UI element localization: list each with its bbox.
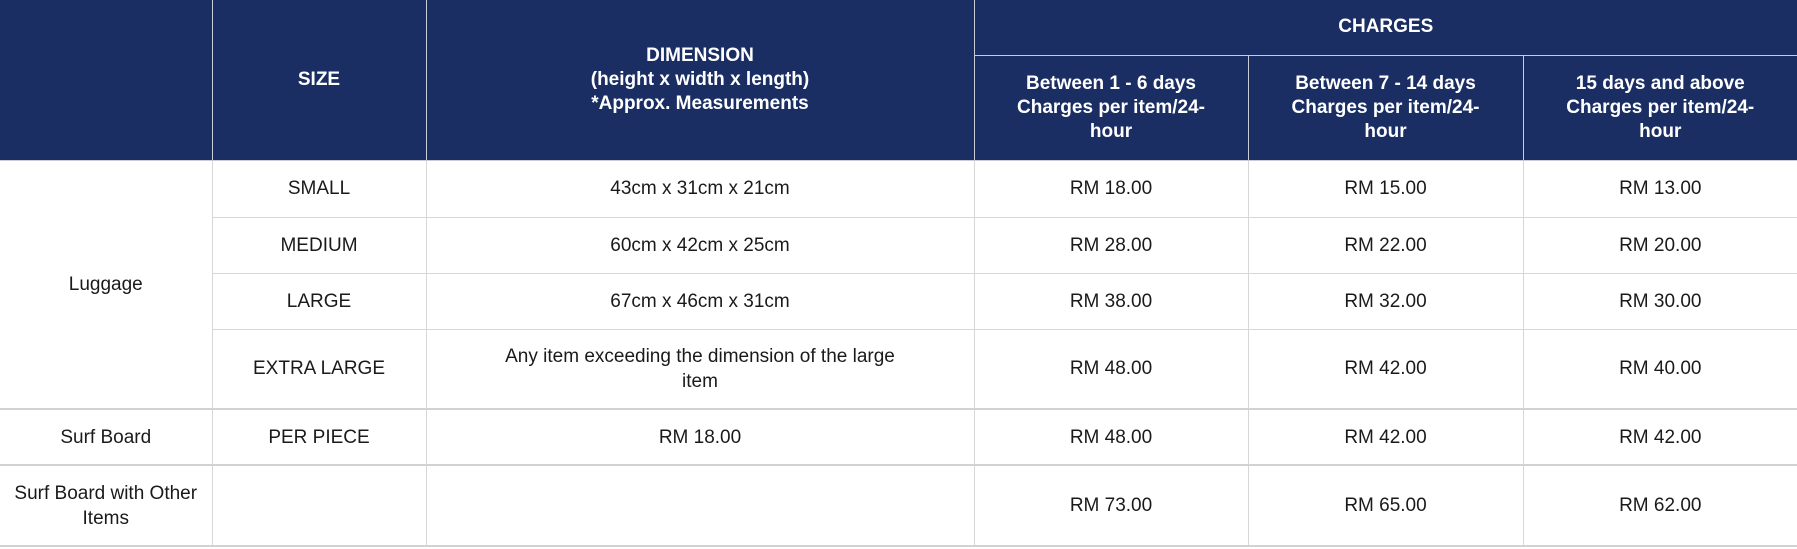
- charge-cell: RM 48.00: [973, 328, 1249, 410]
- size-cell: LARGE: [212, 272, 427, 330]
- charge-cell: RM 38.00: [973, 272, 1249, 330]
- charge-cell: RM 32.00: [1247, 272, 1524, 330]
- charge-cell: RM 30.00: [1522, 272, 1797, 330]
- dimension-cell: 67cm x 46cm x 31cm: [425, 272, 975, 330]
- charge-cell: RM 28.00: [973, 216, 1249, 274]
- category-cell: Surf Board: [0, 408, 213, 466]
- table-row: Luggage SMALL 43cm x 31cm x 21cm RM 18.0…: [0, 159, 1797, 410]
- dimension-cell: Any item exceeding the dimension of the …: [425, 328, 975, 410]
- size-cell: EXTRA LARGE: [212, 328, 427, 410]
- dimension-cell: 60cm x 42cm x 25cm: [425, 216, 975, 274]
- header-charge-15-days-above: 15 days and above Charges per item/24- hou…: [1522, 55, 1797, 161]
- header-dimension: DIMENSION (height x width x length) *App…: [425, 0, 975, 161]
- size-cell: PER PIECE: [211, 408, 427, 466]
- table-row: MEDIUM 60cm x 42cm x 25cm RM 28.00 RM 22…: [0, 216, 1797, 274]
- category-cell: Luggage: [0, 159, 213, 410]
- table-row: LARGE 67cm x 46cm x 31cm RM 38.00 RM 32.…: [0, 272, 1797, 330]
- header-category: [0, 0, 213, 161]
- charge-cell: RM 22.00: [1247, 216, 1524, 274]
- charge-cell: RM 42.00: [1247, 328, 1524, 410]
- charge-cell: RM 13.00: [1522, 159, 1797, 218]
- charge-cell: RM 62.00: [1522, 464, 1797, 547]
- dimension-cell: RM 18.00: [425, 408, 975, 466]
- charge-cell: RM 15.00: [1247, 159, 1524, 218]
- charge-cell: RM 40.00: [1522, 328, 1797, 410]
- header-charges: CHARGES: [973, 0, 1797, 56]
- charge-cell: RM 20.00: [1522, 216, 1797, 274]
- header-dimension-line: DIMENSION: [646, 44, 754, 66]
- size-cell: [211, 464, 427, 547]
- charge-cell: RM 73.00: [973, 464, 1249, 547]
- charge-cell: RM 42.00: [1247, 408, 1524, 466]
- charge-cell: RM 42.00: [1522, 408, 1797, 466]
- dimension-cell: [425, 464, 975, 547]
- charge-cell: RM 65.00: [1247, 464, 1524, 547]
- charge-cell: RM 18.00: [973, 159, 1249, 218]
- header-size: SIZE: [211, 0, 427, 161]
- table-row: Surf Board PER PIECE RM 18.00 RM 48.00 R…: [0, 408, 1797, 466]
- charge-cell: RM 48.00: [973, 408, 1249, 466]
- size-cell: MEDIUM: [212, 216, 427, 274]
- dimension-cell: 43cm x 31cm x 21cm: [425, 159, 975, 218]
- table-row: EXTRA LARGE Any item exceeding the dimen…: [0, 328, 1797, 410]
- header-dimension-line: (height x width x length): [590, 68, 810, 90]
- header-charge-1-6-days: Between 1 - 6 days Charges per item/24- ho…: [974, 55, 1249, 161]
- header-charge-7-14-days: Between 7 - 14 days Charges per item/24- h…: [1247, 55, 1524, 161]
- size-cell: SMALL: [211, 159, 427, 218]
- category-cell: Surf Board with Other Items: [0, 464, 213, 547]
- table-row: Surf Board with Other Items RM 73.00 RM …: [0, 464, 1797, 547]
- header-dimension-line: *Approx. Measurements: [591, 92, 809, 114]
